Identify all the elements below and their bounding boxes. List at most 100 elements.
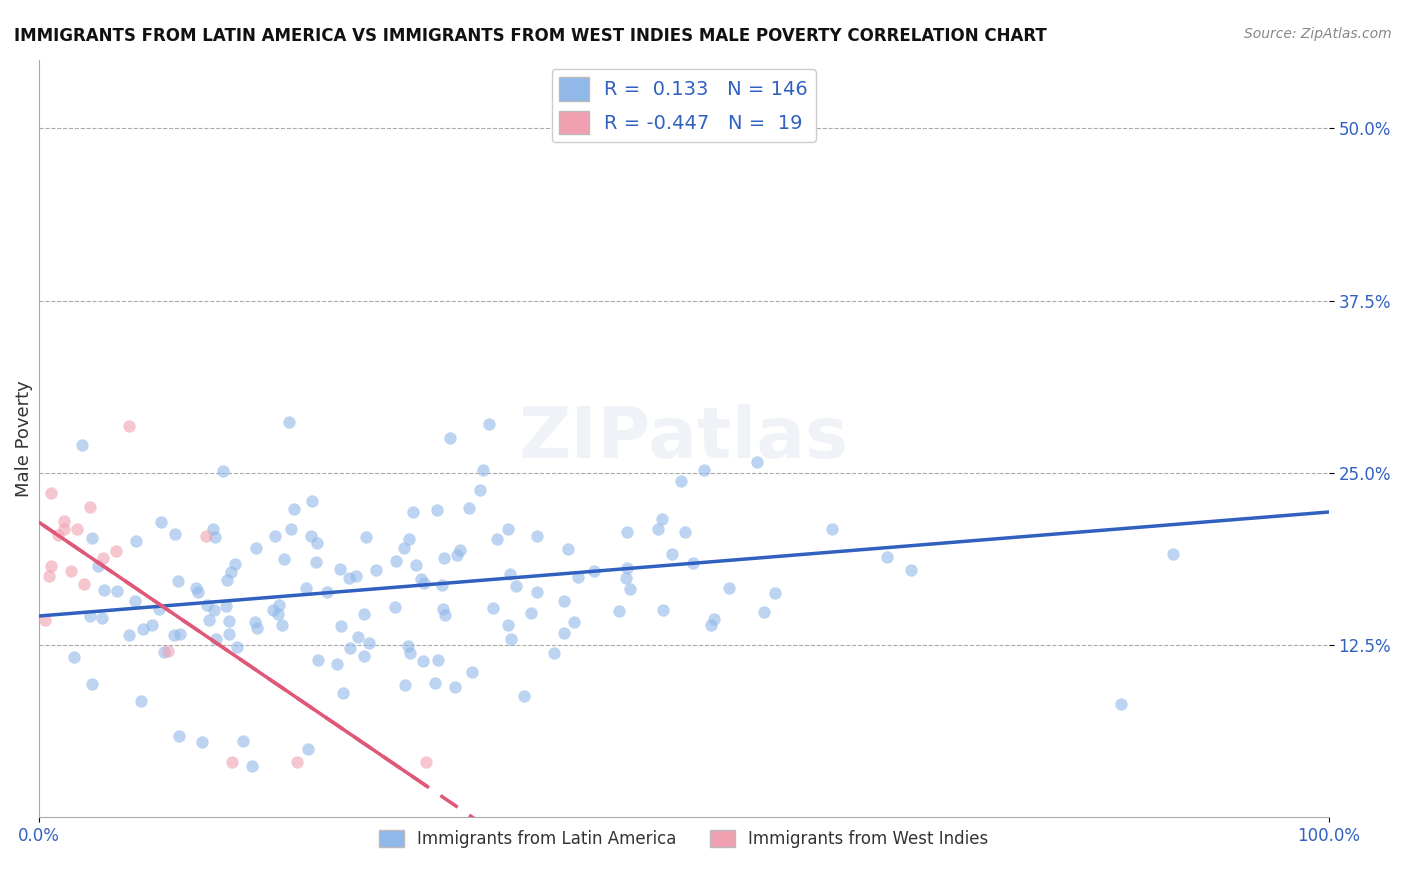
Point — [195, 599, 218, 613]
Point — [394, 678, 416, 692]
Point — [468, 483, 491, 498]
Point — [339, 641, 361, 656]
Point — [295, 582, 318, 596]
Point — [270, 618, 292, 632]
Point — [366, 562, 388, 576]
Point — [402, 505, 425, 519]
Point — [432, 602, 454, 616]
Point — [59, 564, 82, 578]
Point — [876, 550, 898, 565]
Point — [232, 733, 254, 747]
Point — [34, 613, 56, 627]
Point — [215, 599, 238, 614]
Point — [243, 615, 266, 629]
Point — [384, 599, 406, 614]
Point — [409, 572, 432, 586]
Point — [72, 438, 94, 452]
Point — [396, 639, 419, 653]
Point — [900, 563, 922, 577]
Point — [526, 529, 548, 543]
Point — [305, 555, 328, 569]
Point — [104, 544, 127, 558]
Point — [187, 585, 209, 599]
Point — [245, 541, 267, 556]
Point — [443, 680, 465, 694]
Point — [1109, 697, 1132, 711]
Point — [692, 463, 714, 477]
Point — [583, 565, 606, 579]
Point — [433, 551, 456, 566]
Point — [141, 617, 163, 632]
Point — [186, 581, 208, 595]
Point — [356, 530, 378, 544]
Point — [41, 486, 63, 500]
Point — [91, 551, 114, 566]
Point — [153, 645, 176, 659]
Point — [82, 676, 104, 690]
Point — [718, 581, 741, 595]
Point — [93, 583, 115, 598]
Point — [191, 735, 214, 749]
Text: IMMIGRANTS FROM LATIN AMERICA VS IMMIGRANTS FROM WEST INDIES MALE POVERTY CORREL: IMMIGRANTS FROM LATIN AMERICA VS IMMIGRA… — [14, 27, 1047, 45]
Point — [73, 577, 96, 591]
Point — [262, 603, 284, 617]
Point — [337, 571, 360, 585]
Point — [307, 652, 329, 666]
Point — [124, 594, 146, 608]
Point — [167, 574, 190, 588]
Point — [79, 609, 101, 624]
Point — [38, 569, 60, 583]
Point — [332, 686, 354, 700]
Point — [607, 604, 630, 618]
Point — [53, 522, 76, 536]
Point — [90, 611, 112, 625]
Point — [553, 625, 575, 640]
Point — [486, 533, 509, 547]
Point — [264, 529, 287, 543]
Point — [316, 585, 339, 599]
Point — [124, 533, 146, 548]
Point — [412, 654, 434, 668]
Text: ZIPatlas: ZIPatlas — [519, 404, 849, 473]
Point — [301, 493, 323, 508]
Point — [80, 531, 103, 545]
Point — [752, 605, 775, 619]
Point — [221, 756, 243, 770]
Point — [105, 583, 128, 598]
Point — [86, 559, 108, 574]
Point — [278, 416, 301, 430]
Text: Source: ZipAtlas.com: Source: ZipAtlas.com — [1244, 27, 1392, 41]
Point — [651, 512, 673, 526]
Point — [520, 606, 543, 620]
Point — [669, 474, 692, 488]
Point — [156, 644, 179, 658]
Point — [482, 600, 505, 615]
Point — [195, 529, 218, 543]
Point — [776, 94, 799, 108]
Point — [326, 657, 349, 671]
Point — [299, 529, 322, 543]
Point — [242, 759, 264, 773]
Point — [215, 573, 238, 587]
Point — [226, 640, 249, 655]
Point — [218, 626, 240, 640]
Point — [285, 756, 308, 770]
Point — [149, 515, 172, 529]
Point — [169, 627, 191, 641]
Point — [353, 607, 375, 621]
Point — [132, 622, 155, 636]
Point — [79, 500, 101, 515]
Point — [405, 558, 427, 573]
Point — [201, 522, 224, 536]
Point — [280, 522, 302, 536]
Point — [273, 551, 295, 566]
Point — [426, 652, 449, 666]
Point — [763, 585, 786, 599]
Point — [557, 541, 579, 556]
Point — [305, 535, 328, 549]
Point — [446, 549, 468, 563]
Point — [163, 526, 186, 541]
Point — [430, 577, 453, 591]
Point — [297, 742, 319, 756]
Point — [553, 594, 575, 608]
